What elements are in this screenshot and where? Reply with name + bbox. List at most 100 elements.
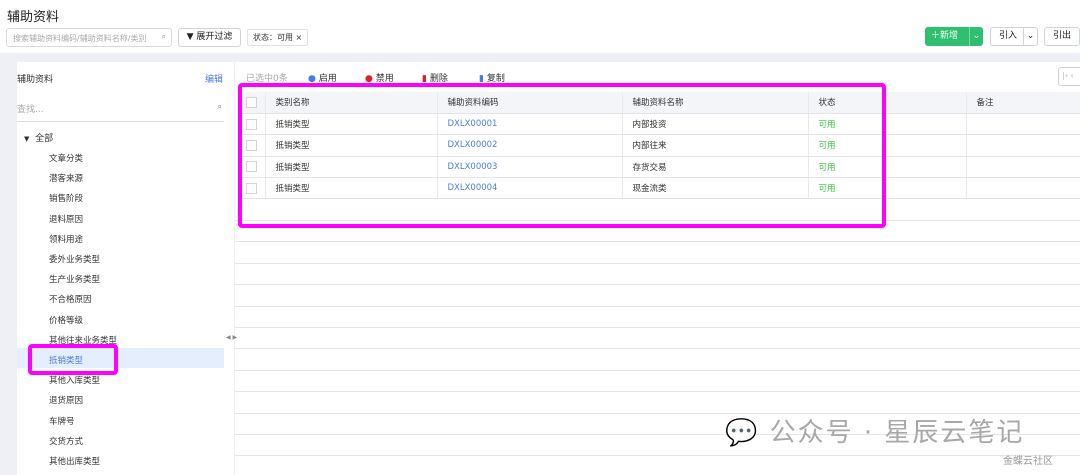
tree-root[interactable]: ▼ 全部 (24, 131, 53, 144)
table-cell: 抵销类型 (265, 134, 438, 157)
enable-icon: ● (308, 74, 316, 84)
table-cell: 可用 (808, 113, 967, 136)
table-cell: 内部投资 (622, 113, 809, 136)
import-button[interactable]: 引入 ⌄ (990, 27, 1038, 46)
sidebar-search-placeholder: 查找... (17, 105, 44, 115)
chevron-down-icon[interactable]: ⌄ (969, 27, 983, 46)
edit-link[interactable]: 编辑 (205, 75, 224, 85)
header: 辅助资料 搜索辅助资料编码/辅助资料名称/类别 ⌕ ▼ 展开过滤 状态：可用 × … (0, 0, 1080, 53)
search-icon[interactable]: ⌕ (161, 32, 166, 41)
sidebar: 辅助资料 编辑 查找... ⌕ (17, 62, 234, 475)
empty-row-line (235, 391, 1080, 393)
tree-item[interactable]: 领料用途 (49, 234, 84, 245)
table-cell[interactable]: DXLX00002 (437, 134, 623, 157)
copy-button[interactable]: ▮ 复制 (479, 71, 505, 84)
tree-item[interactable]: 价格等级 (49, 315, 84, 326)
tree-root-label: 全部 (35, 134, 54, 144)
table-cell[interactable]: DXLX00004 (437, 177, 623, 200)
row-checkbox[interactable] (240, 177, 266, 200)
table-cell: 现金流类 (622, 177, 809, 200)
empty-row-line (235, 348, 1080, 350)
tree-item[interactable]: 车牌号 (49, 416, 75, 427)
table-cell: 存货交易 (622, 156, 809, 179)
enable-button[interactable]: ● 启用 (308, 71, 337, 84)
filter-icon: ▼ (186, 32, 194, 42)
highlight-box-sidebar (28, 344, 118, 375)
table-cell: 可用 (808, 156, 967, 179)
pagination-first-icon[interactable]: |‹ ‹ (1058, 67, 1080, 86)
empty-row-line (235, 369, 1080, 371)
table-row[interactable]: 抵销类型 DXLX00002 内部往来 可用 (240, 134, 1080, 157)
watermark-text: 公众号 · 星辰云笔记 (769, 418, 1025, 448)
column-header[interactable]: 备注 (966, 92, 1080, 114)
empty-row-line (235, 262, 1080, 264)
tree-item[interactable]: 交货方式 (49, 436, 84, 447)
expand-filter-button[interactable]: ▼ 展开过滤 (178, 28, 241, 47)
disable-button[interactable]: ● 禁用 (365, 71, 394, 84)
table-row[interactable]: 抵销类型 DXLX00004 现金流类 可用 (240, 177, 1080, 200)
table-row[interactable]: 抵销类型 DXLX00001 内部投资 可用 (240, 113, 1080, 136)
tree-item[interactable]: 退货原因 (49, 396, 84, 407)
row-checkbox[interactable] (240, 113, 266, 136)
sidebar-search-input[interactable]: 查找... ⌕ (17, 102, 224, 122)
wechat-icon: 💬 (725, 418, 760, 448)
row-checkbox[interactable] (240, 156, 266, 179)
empty-row-line (235, 434, 1080, 435)
status-filter-tag[interactable]: 状态：可用 × (247, 29, 309, 46)
plus-icon: ＋ (931, 31, 941, 41)
search-placeholder: 搜索辅助资料编码/辅助资料名称/类别 (13, 34, 147, 43)
search-input[interactable]: 搜索辅助资料编码/辅助资料名称/类别 ⌕ (6, 28, 172, 47)
caret-down-icon: ▼ (24, 135, 30, 143)
tree-item[interactable]: 不合格原因 (49, 295, 92, 306)
delete-label: 删除 (429, 74, 448, 84)
filter-tag-label: 状态：可用 (253, 33, 293, 42)
table-header: 类别名称 辅助资料编码 辅助资料名称 状态 备注 (240, 92, 1080, 114)
table-cell: 内部往来 (622, 134, 809, 157)
tree-item[interactable]: 销售阶段 (49, 194, 84, 205)
table-cell (966, 134, 1080, 157)
tree-item[interactable]: 委外业务类型 (49, 255, 101, 265)
table-cell[interactable]: DXLX00001 (437, 113, 623, 136)
column-header[interactable]: 类别名称 (265, 92, 438, 114)
sidebar-title: 辅助资料 (17, 75, 54, 85)
delete-button[interactable]: ▮ 删除 (422, 71, 448, 84)
empty-row-line (235, 220, 1080, 221)
search-icon[interactable]: ⌕ (216, 102, 222, 112)
expand-filter-label: 展开过滤 (196, 32, 233, 42)
collapse-toggle-icon[interactable]: ◀ ▶ (226, 334, 238, 341)
disable-label: 禁用 (375, 74, 394, 84)
export-button[interactable]: 引出 (1044, 27, 1080, 46)
empty-row-line (235, 327, 1080, 328)
chevron-down-icon[interactable]: ⌄ (1023, 28, 1037, 45)
column-header[interactable]: 辅助资料名称 (622, 92, 809, 114)
column-header[interactable]: 状态 (808, 92, 967, 114)
table-row[interactable]: 抵销类型 DXLX00003 存货交易 可用 (240, 156, 1080, 179)
table-cell[interactable]: DXLX00003 (437, 156, 623, 179)
tree-item[interactable]: 退料原因 (49, 214, 84, 225)
close-icon[interactable]: × (295, 33, 303, 42)
selected-row-bg (17, 348, 224, 368)
tree-item[interactable]: 生产业务类型 (49, 275, 101, 286)
empty-row-line (235, 305, 1080, 307)
table-cell (966, 156, 1080, 179)
empty-row-line (235, 412, 1080, 414)
select-all-checkbox[interactable] (240, 92, 266, 114)
disable-icon: ● (365, 74, 373, 84)
tree-item[interactable]: 文章分类 (49, 154, 84, 164)
watermark-sub: 金蝶云社区 (1003, 456, 1053, 467)
watermark: 💬 公众号 · 星辰云笔记 (725, 412, 1024, 449)
tree-item[interactable]: 其他往来业务类型 (49, 335, 118, 346)
tree-item[interactable]: 潜客来源 (49, 174, 84, 185)
empty-row-line (235, 241, 1080, 243)
empty-row-line (235, 284, 1080, 286)
page-title: 辅助资料 (7, 10, 60, 25)
tree-item[interactable]: 其他入库类型 (49, 376, 101, 387)
tree-item[interactable]: 抵销类型 (49, 356, 84, 366)
new-button[interactable]: ＋新增 ⌄ (925, 27, 983, 46)
table-cell (966, 177, 1080, 200)
row-checkbox[interactable] (240, 134, 266, 157)
column-header[interactable]: 辅助资料编码 (437, 92, 623, 114)
trash-icon: ▮ (422, 74, 427, 84)
tree-item[interactable]: 其他出库类型 (49, 457, 101, 467)
copy-icon: ▮ (479, 74, 484, 84)
